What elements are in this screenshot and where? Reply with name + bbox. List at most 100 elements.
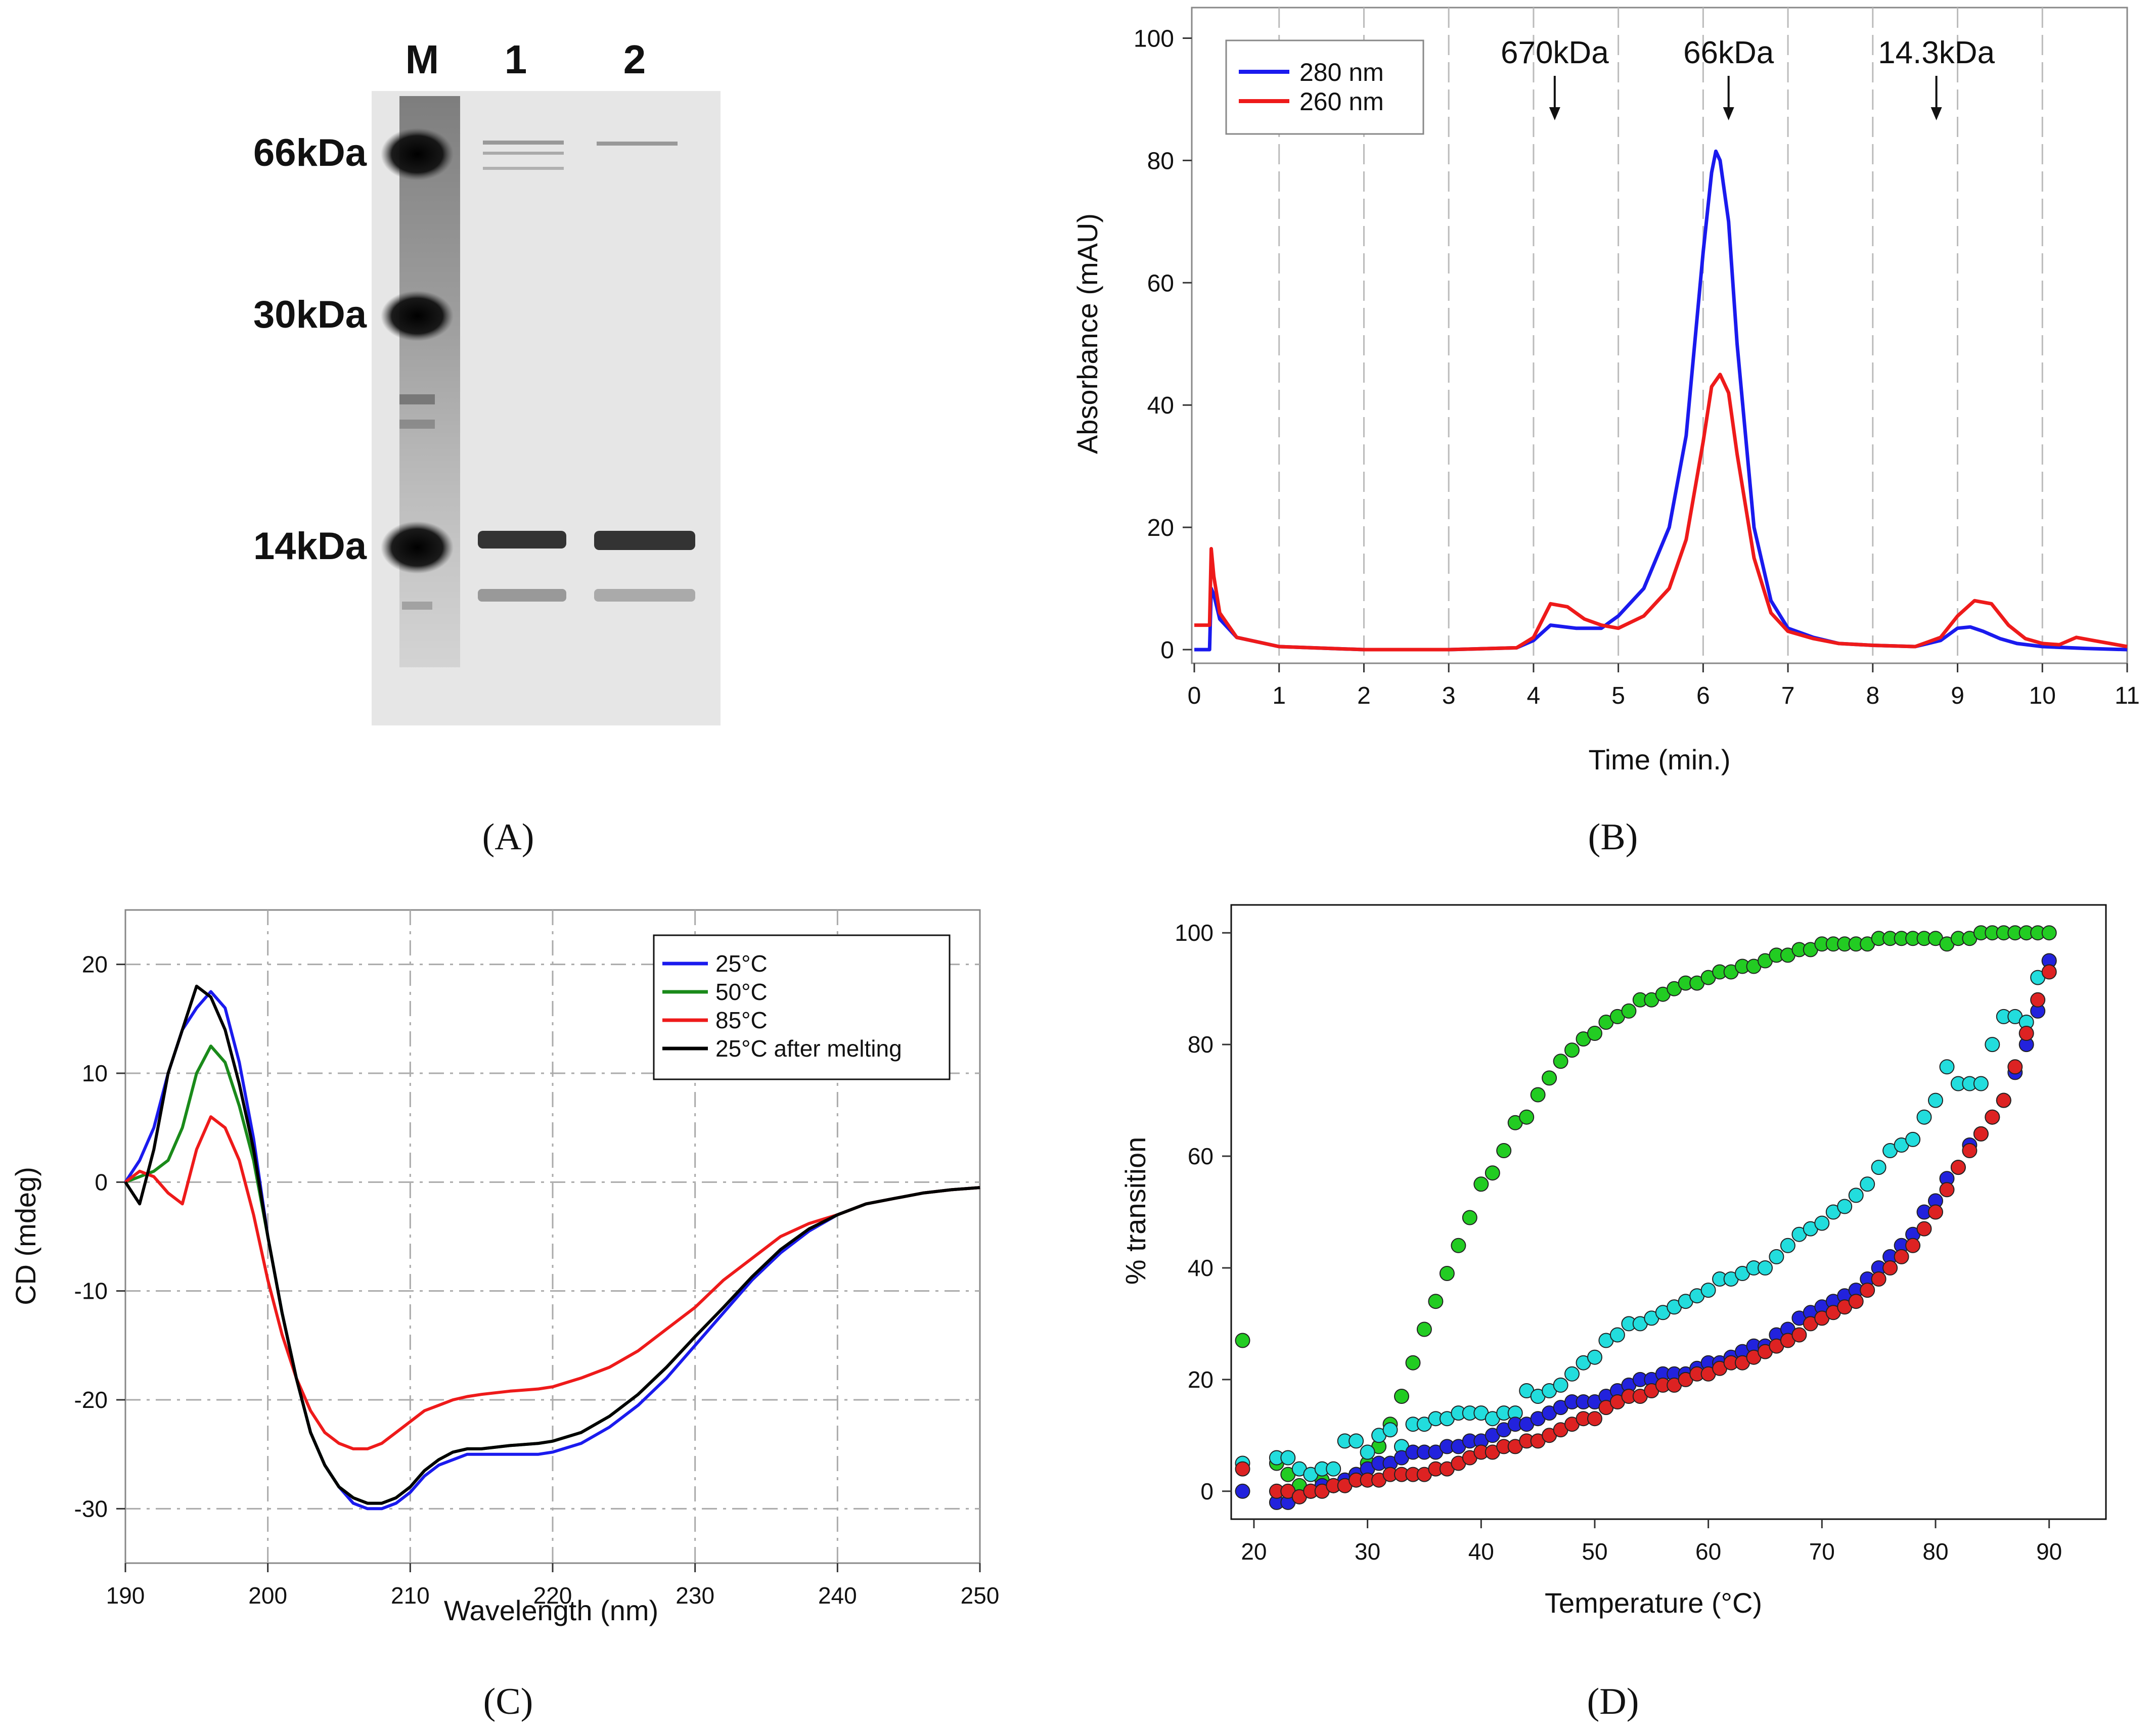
annotation-arrow-head-0	[1549, 107, 1560, 120]
point-green-29	[1587, 1026, 1602, 1041]
x-axis-label: Temperature (°C)	[1545, 1587, 1762, 1619]
point-green-69	[2041, 925, 2057, 941]
lane2-band-low	[594, 589, 695, 602]
y-axis-label: CD (mdeg)	[10, 1167, 41, 1305]
x-tick-label-9: 9	[1951, 682, 1964, 709]
point-green-16	[1439, 1266, 1455, 1281]
legend-label-25c: 25°C	[715, 950, 768, 977]
marker-label-14kda: 14kDa	[253, 525, 367, 568]
panel-label-a: (A)	[482, 816, 534, 858]
point-red-60	[1939, 1182, 1955, 1198]
lane1-band-top	[483, 141, 564, 145]
legend-box	[653, 934, 951, 1080]
y-tick-label--30: -30	[74, 1495, 108, 1522]
point-red-56	[1894, 1249, 1909, 1264]
x-tick-label-8: 8	[1866, 682, 1879, 709]
y-tick-label-60: 60	[1188, 1143, 1214, 1169]
x-tick-label-2: 2	[1357, 682, 1371, 709]
point-cyan-39	[1700, 1283, 1716, 1298]
y-tick-label-20: 20	[82, 951, 108, 978]
marker-band-faint-1	[399, 394, 435, 404]
marker-band-14	[381, 521, 454, 574]
point-green-18	[1462, 1210, 1477, 1225]
point-green-21	[1496, 1143, 1512, 1158]
point-cyan-11	[1382, 1422, 1398, 1438]
point-cyan-51	[1837, 1199, 1853, 1214]
y-axis-label: % transition	[1119, 1137, 1151, 1285]
legend-label-280: 280 nm	[1299, 58, 1384, 86]
point-red-61	[1950, 1160, 1966, 1175]
y-tick-label-80: 80	[1147, 148, 1174, 174]
annotation-arrow-head-1	[1723, 107, 1734, 120]
x-tick-label-230: 230	[676, 1582, 714, 1609]
point-cyan-57	[1905, 1131, 1921, 1147]
point-red-29	[1587, 1411, 1602, 1427]
marker-lane-smear	[399, 96, 460, 667]
point-cyan-59	[1928, 1092, 1943, 1108]
legend-label-50c: 50°C	[715, 979, 768, 1005]
point-green-25	[1542, 1070, 1557, 1086]
point-red-58	[1916, 1221, 1932, 1237]
annotation-label-0: 670kDa	[1501, 35, 1609, 70]
y-axis-label: Absorbance (mAU)	[1071, 213, 1103, 454]
annotation-label-2: 14.3kDa	[1878, 35, 1995, 70]
x-tick-label-200: 200	[248, 1582, 287, 1609]
lane1-band-top-2	[483, 152, 564, 155]
panel-label-c: (C)	[483, 1681, 533, 1722]
point-cyan-49	[1814, 1215, 1830, 1231]
point-cyan-54	[1871, 1160, 1887, 1175]
point-red-66	[2007, 1059, 2023, 1075]
x-tick-label-50: 50	[1582, 1538, 1607, 1565]
point-red-67	[2018, 1026, 2034, 1041]
x-tick-label-70: 70	[1809, 1538, 1835, 1565]
point-red-0	[1235, 1461, 1250, 1477]
point-cyan-6	[1326, 1461, 1341, 1477]
point-red-64	[1985, 1109, 2000, 1125]
y-tick-label-0: 0	[95, 1169, 108, 1195]
marker-band-30	[381, 291, 454, 341]
y-tick-label--20: -20	[74, 1387, 108, 1413]
point-green-0	[1235, 1333, 1250, 1348]
point-cyan-44	[1758, 1260, 1773, 1275]
y-tick-label-60: 60	[1147, 270, 1174, 297]
point-cyan-52	[1848, 1188, 1864, 1203]
point-red-68	[2030, 992, 2046, 1008]
annotation-arrow-head-2	[1930, 107, 1942, 120]
lane2-band-top	[597, 142, 678, 146]
point-cyan-26	[1553, 1377, 1568, 1393]
point-red-54	[1871, 1271, 1887, 1287]
x-tick-label-1: 1	[1272, 682, 1286, 709]
marker-band-faint-2	[399, 420, 435, 429]
point-green-23	[1519, 1109, 1535, 1125]
x-axis-label: Wavelength (nm)	[444, 1594, 658, 1626]
series-line-3	[124, 984, 980, 1505]
point-green-15	[1428, 1294, 1444, 1309]
x-tick-label-250: 250	[961, 1582, 1000, 1609]
point-cyan-58	[1916, 1109, 1932, 1125]
x-tick-label-11: 11	[2115, 682, 2140, 709]
lane-label-2: 2	[623, 37, 646, 82]
lane-label-m: M	[406, 37, 439, 82]
point-red-53	[1860, 1283, 1875, 1298]
point-cyan-63	[1973, 1076, 1989, 1091]
point-green-19	[1473, 1176, 1489, 1192]
y-tick-label--10: -10	[74, 1278, 108, 1304]
x-tick-label-30: 30	[1355, 1538, 1380, 1565]
marker-band-faint-3	[402, 602, 432, 610]
point-cyan-9	[1360, 1444, 1375, 1460]
point-red-55	[1882, 1260, 1898, 1275]
marker-label-66kda: 66kDa	[253, 131, 367, 174]
point-cyan-31	[1609, 1327, 1625, 1343]
point-cyan-8	[1349, 1433, 1364, 1449]
point-cyan-27	[1564, 1366, 1580, 1382]
point-green-13	[1405, 1355, 1421, 1371]
x-tick-label-90: 90	[2036, 1538, 2062, 1565]
point-red-63	[1973, 1126, 1989, 1142]
point-red-52	[1848, 1294, 1864, 1309]
x-tick-label-5: 5	[1611, 682, 1625, 709]
panel-b-chromatogram: 0 1 2 3 4 5 6 7 8 9 10 11 0 20 40 60 80 100 670kDa 66kDa 14…	[1071, 7, 2140, 858]
lane1-band-top-3	[483, 167, 564, 170]
x-tick-label-4: 4	[1527, 682, 1541, 709]
point-red-62	[1962, 1143, 1978, 1158]
